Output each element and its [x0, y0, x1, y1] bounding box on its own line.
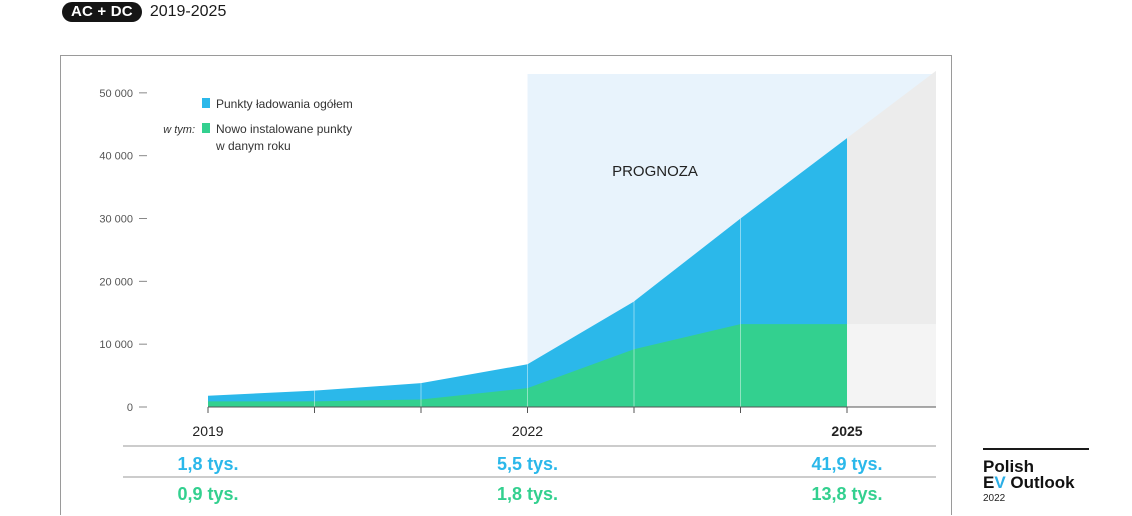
- brand-ev: EV: [983, 473, 1006, 492]
- summary-new-value: 13,8 tys.: [811, 484, 882, 504]
- brand-year: 2022: [983, 493, 1006, 504]
- brand-line-2: EV Outlook: [983, 473, 1089, 492]
- x-tick-label: 2022: [512, 423, 543, 439]
- legend-new-label-line2: w danym roku: [215, 139, 291, 153]
- summary-total-value: 1,8 tys.: [177, 454, 238, 474]
- series-new-area: [208, 324, 847, 407]
- y-tick-label: 40 000: [99, 151, 133, 163]
- legend-prefix: w tym:: [163, 124, 195, 136]
- x-tick-label: 2025: [831, 423, 862, 439]
- y-tick-label: 0: [127, 402, 133, 414]
- x-tick-label: 2019: [192, 423, 223, 439]
- summary-new-value: 0,9 tys.: [177, 484, 238, 504]
- legend-total-swatch: [202, 98, 210, 108]
- connector-badge: AC + DC: [62, 2, 142, 22]
- area-chart: PROGNOZA 0 10 000 20 000 30 000 40 000 50 000 2…: [99, 70, 936, 504]
- brand-logo: Polish EV Outlook 2022: [983, 448, 1089, 504]
- y-tick-label: 30 000: [99, 214, 133, 226]
- summary-total-value: 5,5 tys.: [497, 454, 558, 474]
- legend-new-swatch: [202, 123, 210, 133]
- chart-header: AC + DC 2019-2025: [62, 2, 226, 22]
- y-tick-label: 50 000: [99, 88, 133, 100]
- legend-total-label: Punkty ładowania ogółem: [216, 97, 353, 111]
- brand-e: E: [983, 473, 995, 492]
- projection-total-area: [847, 70, 936, 325]
- chart-frame: PROGNOZA 0 10 000 20 000 30 000 40 000 50 000 2…: [60, 55, 952, 515]
- projection-new-area: [847, 324, 936, 407]
- forecast-label: PROGNOZA: [612, 163, 698, 180]
- brand-v: V: [994, 473, 1006, 492]
- y-tick-label: 20 000: [99, 276, 133, 288]
- summary-total-value: 41,9 tys.: [811, 454, 882, 474]
- period-label: 2019-2025: [149, 3, 227, 20]
- brand-outlook: Outlook: [1005, 473, 1075, 492]
- legend-new-label-line1: Nowo instalowane punkty: [216, 122, 352, 136]
- summary-new-value: 1,8 tys.: [497, 484, 558, 504]
- brand-line-1: Polish: [983, 457, 1035, 476]
- y-tick-label: 10 000: [99, 339, 133, 351]
